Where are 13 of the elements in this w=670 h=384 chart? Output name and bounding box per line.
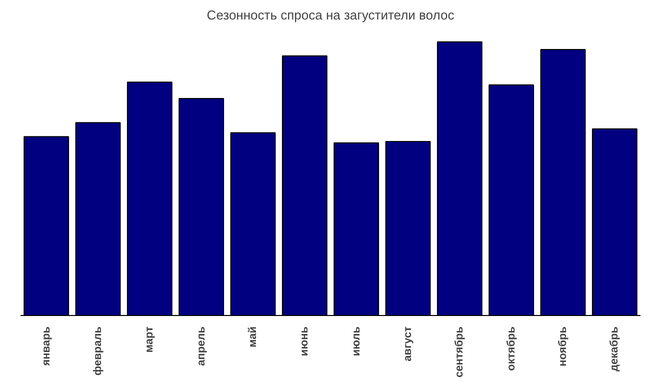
x-tick-label: март [144, 326, 156, 353]
x-tick-label: май [247, 326, 259, 348]
x-tick-label: август [402, 326, 414, 362]
x-tick-label: февраль [92, 326, 104, 376]
x-tick-label: декабрь [608, 326, 621, 372]
x-tick-label: октябрь [505, 326, 518, 371]
chart-title: Сезонность спроса на загустители волос [206, 8, 455, 22]
x-tick-label: июль [350, 326, 362, 356]
x-tick-label: сентябрь [454, 326, 466, 378]
x-tick-label: январь [40, 326, 52, 366]
x-tick-label: апрель [195, 326, 208, 366]
x-tick-label: ноябрь [557, 326, 569, 366]
x-tick-label: июнь [298, 326, 311, 356]
